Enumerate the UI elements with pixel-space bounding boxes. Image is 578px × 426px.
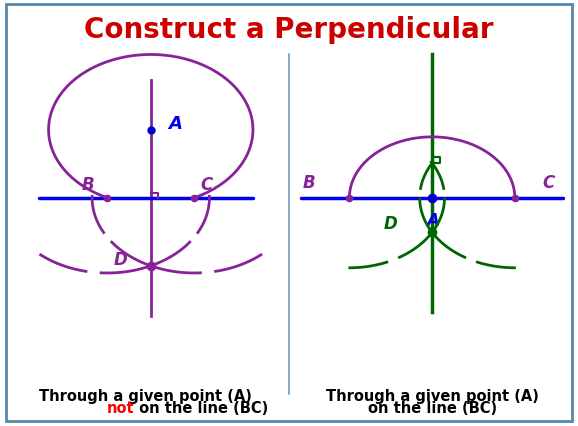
- Text: B: B: [303, 174, 316, 192]
- Text: Construct a Perpendicular: Construct a Perpendicular: [84, 16, 494, 44]
- Text: C: C: [542, 174, 554, 192]
- Text: Through a given point (A): Through a given point (A): [39, 388, 253, 403]
- Text: C: C: [200, 176, 212, 194]
- Text: Through a given point (A): Through a given point (A): [325, 388, 539, 403]
- Text: B: B: [81, 176, 94, 194]
- Text: not: not: [107, 400, 135, 415]
- Text: D: D: [383, 215, 397, 233]
- Text: A: A: [427, 212, 439, 230]
- Text: on the line (BC): on the line (BC): [135, 400, 269, 415]
- Text: on the line (BC): on the line (BC): [368, 400, 497, 415]
- Text: A: A: [168, 114, 182, 132]
- Text: D: D: [113, 250, 127, 268]
